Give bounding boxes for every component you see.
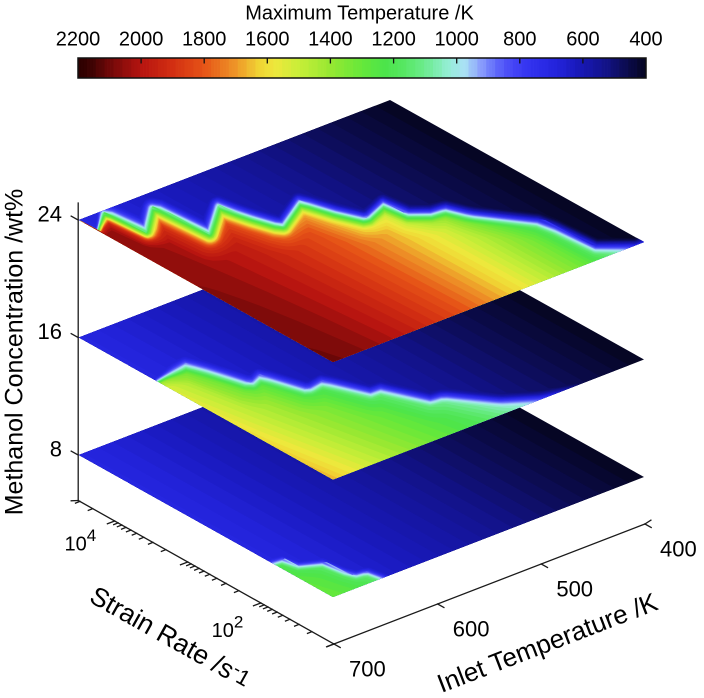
svg-text:2200: 2200	[56, 29, 101, 51]
svg-text:Maximum Temperature /K: Maximum Temperature /K	[245, 3, 474, 25]
svg-text:400: 400	[660, 537, 697, 562]
svg-text:700: 700	[349, 657, 386, 682]
svg-text:1800: 1800	[182, 29, 227, 51]
svg-text:24: 24	[38, 202, 62, 227]
svg-text:600: 600	[566, 29, 599, 51]
svg-text:Methanol Concentration /wt%: Methanol Concentration /wt%	[1, 189, 29, 516]
svg-text:16: 16	[38, 319, 62, 344]
svg-text:2000: 2000	[119, 29, 164, 51]
svg-text:400: 400	[629, 29, 662, 51]
svg-text:800: 800	[503, 29, 536, 51]
svg-text:1000: 1000	[434, 29, 479, 51]
svg-text:500: 500	[556, 577, 593, 602]
svg-text:600: 600	[453, 617, 490, 642]
svg-text:1400: 1400	[308, 29, 353, 51]
svg-text:8: 8	[50, 437, 62, 462]
svg-text:1200: 1200	[371, 29, 416, 51]
svg-text:1600: 1600	[245, 29, 290, 51]
